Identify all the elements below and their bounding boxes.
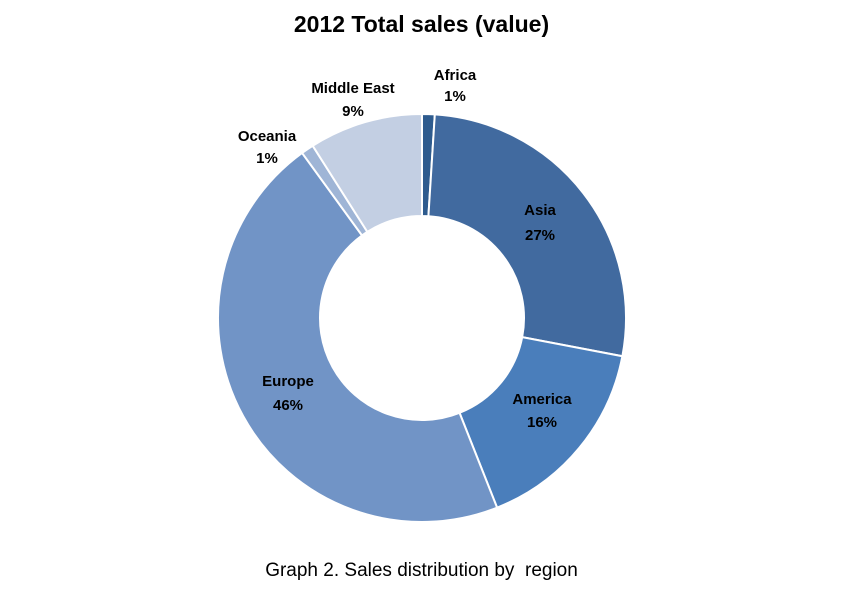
- slice-america: [458, 335, 624, 509]
- chart-title: 2012 Total sales (value): [293, 11, 550, 37]
- slice-label-percent: 16%: [527, 414, 557, 431]
- slice-label-percent: 27%: [525, 227, 555, 244]
- donut-slices: [217, 112, 627, 523]
- slice-label-name: Oceania: [238, 128, 297, 145]
- slice-middle-east: [311, 112, 423, 234]
- slice-label-name: Middle East: [311, 80, 394, 97]
- slice-labels: Africa 1% Asia 27% America 16% Europe 46% Oceani…: [238, 67, 572, 431]
- figure-caption: Graph 2. Sales distribution by region: [265, 560, 578, 581]
- slice-label-percent: 1%: [444, 88, 466, 105]
- slice-label-name: Asia: [524, 202, 556, 219]
- slice-label-percent: 46%: [273, 397, 303, 414]
- slice-label-name: Africa: [434, 67, 477, 84]
- slice-europe: [217, 151, 499, 523]
- slice-label-percent: 9%: [342, 103, 364, 120]
- slice-label-name: America: [512, 391, 572, 408]
- slice-label-name: Europe: [262, 373, 314, 390]
- slice-label-percent: 1%: [256, 150, 278, 167]
- slice-asia: [427, 113, 627, 358]
